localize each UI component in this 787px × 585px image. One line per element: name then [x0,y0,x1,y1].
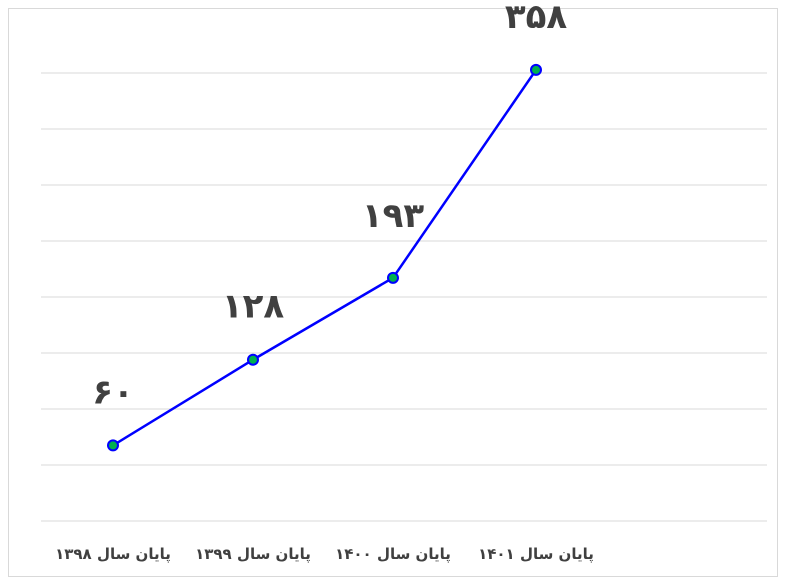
data-labels: ۶۰ ۱۲۸ ۱۹۳ ۳۵۸ [92,0,567,412]
category-label-0: پایان سال ۱۳۹۸ [55,545,171,564]
category-label-1: پایان سال ۱۳۹۹ [195,545,311,564]
data-label-3: ۳۵۸ [505,0,568,37]
series-line [112,69,538,447]
data-point-2 [387,271,399,284]
data-label-2: ۱۹۳ [362,196,425,236]
data-label-1: ۱۲۸ [222,287,285,327]
chart-frame [8,8,778,577]
category-label-2: پایان سال ۱۴۰۰ [335,545,451,564]
category-label-3: پایان سال ۱۴۰۱ [478,545,594,564]
data-label-0: ۶۰ [92,372,134,412]
data-point-3 [530,63,542,76]
data-point-1 [247,353,259,366]
gridlines [41,72,767,522]
series [107,63,542,452]
category-labels: پایان سال ۱۳۹۸ پایان سال ۱۳۹۹ پایان سال ۱۴… [55,545,594,564]
data-point-0 [107,439,119,452]
